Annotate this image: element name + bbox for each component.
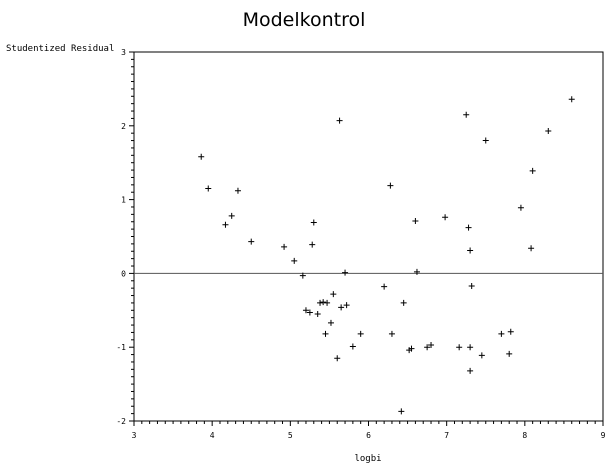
data-point — [528, 245, 535, 252]
data-point — [357, 330, 364, 337]
data-point — [482, 137, 489, 144]
plot-frame — [133, 51, 604, 422]
data-point — [336, 117, 343, 124]
data-point — [198, 153, 205, 160]
data-point — [517, 204, 524, 211]
data-point — [205, 185, 212, 192]
data-points — [198, 96, 575, 415]
data-point — [506, 350, 513, 357]
data-point — [299, 272, 306, 279]
data-point — [412, 218, 419, 225]
data-point — [234, 187, 241, 194]
data-point — [349, 343, 356, 350]
chart-title: Modelkontrol — [243, 9, 366, 31]
x-tick-label: 3 — [132, 431, 137, 440]
x-tick-label: 7 — [444, 431, 449, 440]
data-point — [248, 238, 255, 245]
data-point — [467, 247, 474, 254]
data-point — [324, 299, 331, 306]
data-point — [456, 344, 463, 351]
x-tick-label: 9 — [601, 431, 606, 440]
x-tick-label: 8 — [522, 431, 527, 440]
data-point — [388, 330, 395, 337]
data-point — [327, 319, 334, 326]
y-tick-label: 1 — [121, 196, 126, 205]
data-point — [424, 344, 431, 351]
data-point — [468, 282, 475, 289]
data-point — [428, 341, 435, 348]
y-tick-label: -1 — [116, 343, 126, 352]
data-point — [545, 127, 552, 134]
x-tick-label: 6 — [366, 431, 371, 440]
x-tick-label: 5 — [288, 431, 293, 440]
x-axis-label: logbi — [354, 454, 381, 464]
x-axis-ticks: 3 4 5 6 7 8 9 — [132, 421, 606, 440]
data-point — [498, 330, 505, 337]
data-point — [529, 167, 536, 174]
data-point — [317, 299, 324, 306]
data-point — [334, 355, 341, 362]
data-point — [465, 224, 472, 231]
data-point — [467, 344, 474, 351]
y-tick-label: 2 — [121, 122, 126, 131]
data-point — [222, 221, 229, 228]
data-point — [320, 299, 327, 306]
y-axis-ticks: -2 -1 0 1 2 3 — [116, 48, 134, 426]
data-point — [507, 328, 514, 335]
x-tick-label: 4 — [210, 431, 215, 440]
data-point — [314, 310, 321, 317]
data-point — [387, 182, 394, 189]
y-tick-label: 3 — [121, 48, 126, 57]
data-point — [291, 257, 298, 264]
data-point — [309, 241, 316, 248]
data-point — [398, 408, 405, 415]
data-point — [442, 214, 449, 221]
y-tick-label: 0 — [121, 269, 126, 278]
data-point — [306, 309, 313, 316]
y-tick-label: -2 — [116, 417, 126, 426]
data-point — [322, 330, 329, 337]
data-point — [343, 302, 350, 309]
data-point — [413, 268, 420, 275]
data-point — [408, 345, 415, 352]
y-axis-label: Studentized Residual — [6, 44, 114, 54]
data-point — [568, 96, 575, 103]
data-point — [281, 243, 288, 250]
data-point — [400, 299, 407, 306]
data-point — [463, 111, 470, 118]
data-point — [330, 291, 337, 298]
data-point — [381, 283, 388, 290]
data-point — [302, 307, 309, 314]
data-point — [467, 367, 474, 374]
data-point — [338, 304, 345, 311]
data-point — [478, 352, 485, 359]
data-point — [342, 269, 349, 276]
data-point — [228, 212, 235, 219]
data-point — [310, 219, 317, 226]
